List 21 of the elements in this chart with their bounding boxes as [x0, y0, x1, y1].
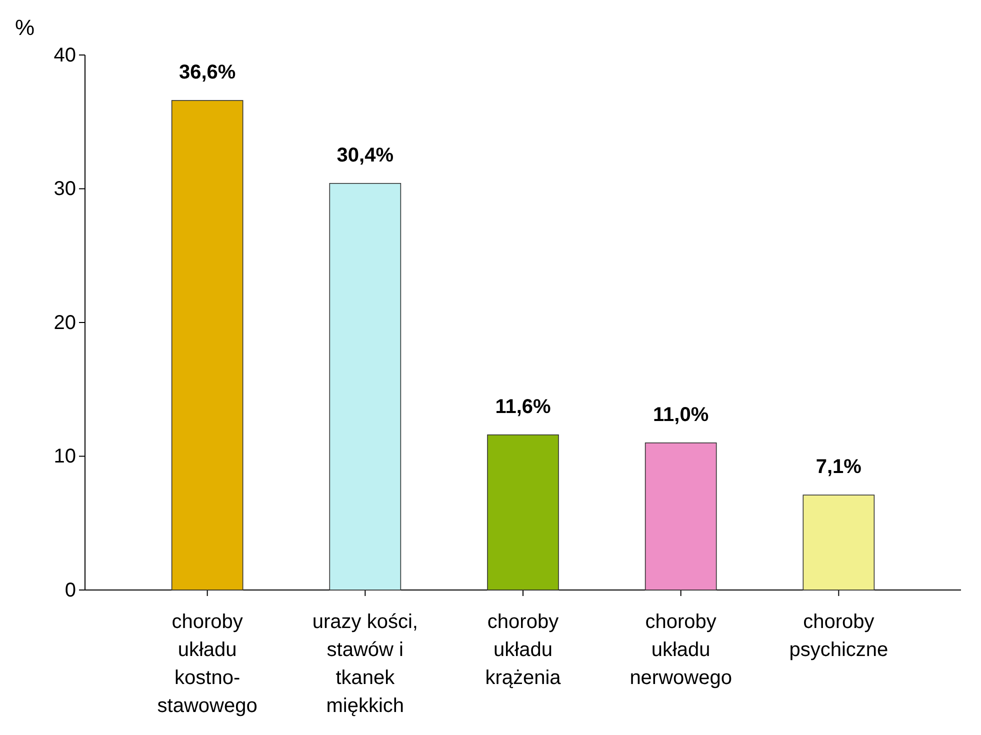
bar — [329, 183, 402, 590]
bar — [802, 494, 875, 590]
y-tick-label: 20 — [54, 312, 76, 334]
x-tick-label: choroby układu nerwowego — [630, 611, 732, 689]
x-tick-label: urazy kości, stawów i tkanek miękkich — [312, 611, 418, 717]
bar — [171, 100, 244, 590]
x-tick-label: choroby układu kostno-stawowego — [157, 611, 258, 717]
data-label: 11,6% — [495, 396, 552, 418]
data-label: 36,6% — [178, 61, 236, 84]
x-tick-label: choroby układu krążenia — [485, 611, 562, 689]
y-tick-label: 10 — [54, 446, 76, 468]
bar — [644, 442, 717, 590]
y-tick-label: 0 — [64, 579, 76, 602]
data-label: 11,0% — [653, 404, 709, 426]
y-axis-title: % — [15, 15, 35, 40]
y-tick-label: 30 — [54, 178, 76, 200]
data-label: 7,1% — [816, 456, 862, 478]
bar — [487, 434, 559, 590]
data-label: 30,4% — [336, 144, 394, 166]
x-tick-label: choroby psychiczne — [789, 611, 888, 661]
y-tick-label: 40 — [54, 44, 76, 66]
